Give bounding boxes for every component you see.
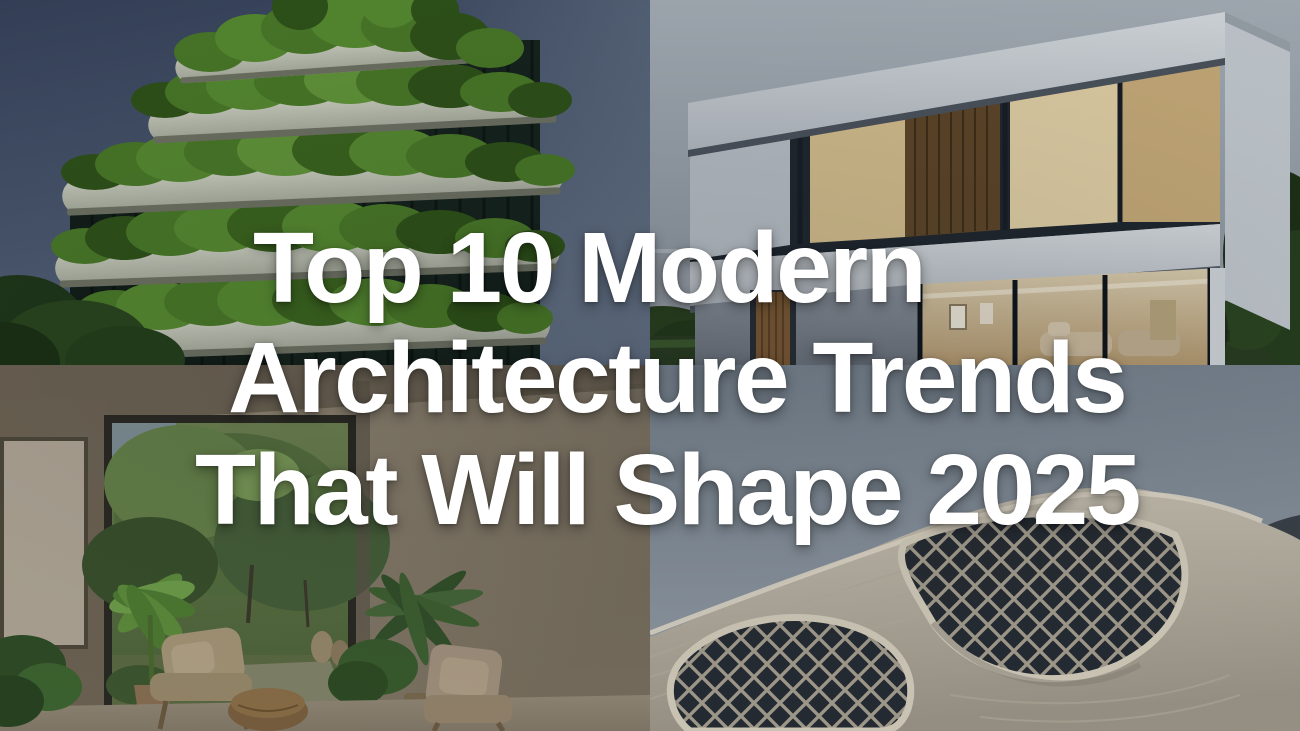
photo-interior-window [0, 365, 650, 731]
ceiling [0, 365, 650, 423]
terrace-level-3 [61, 124, 575, 216]
photo-parametric-building [650, 365, 1300, 731]
wall-art [4, 441, 84, 645]
roof-canopy [174, 0, 524, 84]
lattice-center [897, 509, 1189, 683]
modern-house-illustration [650, 0, 1300, 365]
armchair [424, 644, 512, 731]
photo-modern-house [650, 0, 1300, 365]
round-table [228, 688, 308, 731]
corner-plant [0, 635, 82, 727]
parametric-building-illustration [650, 365, 1300, 731]
foreground-trees [0, 275, 185, 365]
green-building-illustration [0, 0, 650, 365]
house [688, 12, 1290, 365]
photo-green-building [0, 0, 650, 365]
lattice-left [666, 614, 915, 731]
interior-illustration [0, 365, 650, 731]
chaise-chair [150, 627, 252, 730]
terrace-level-2 [131, 56, 572, 144]
terrace-level-4 [51, 200, 565, 288]
